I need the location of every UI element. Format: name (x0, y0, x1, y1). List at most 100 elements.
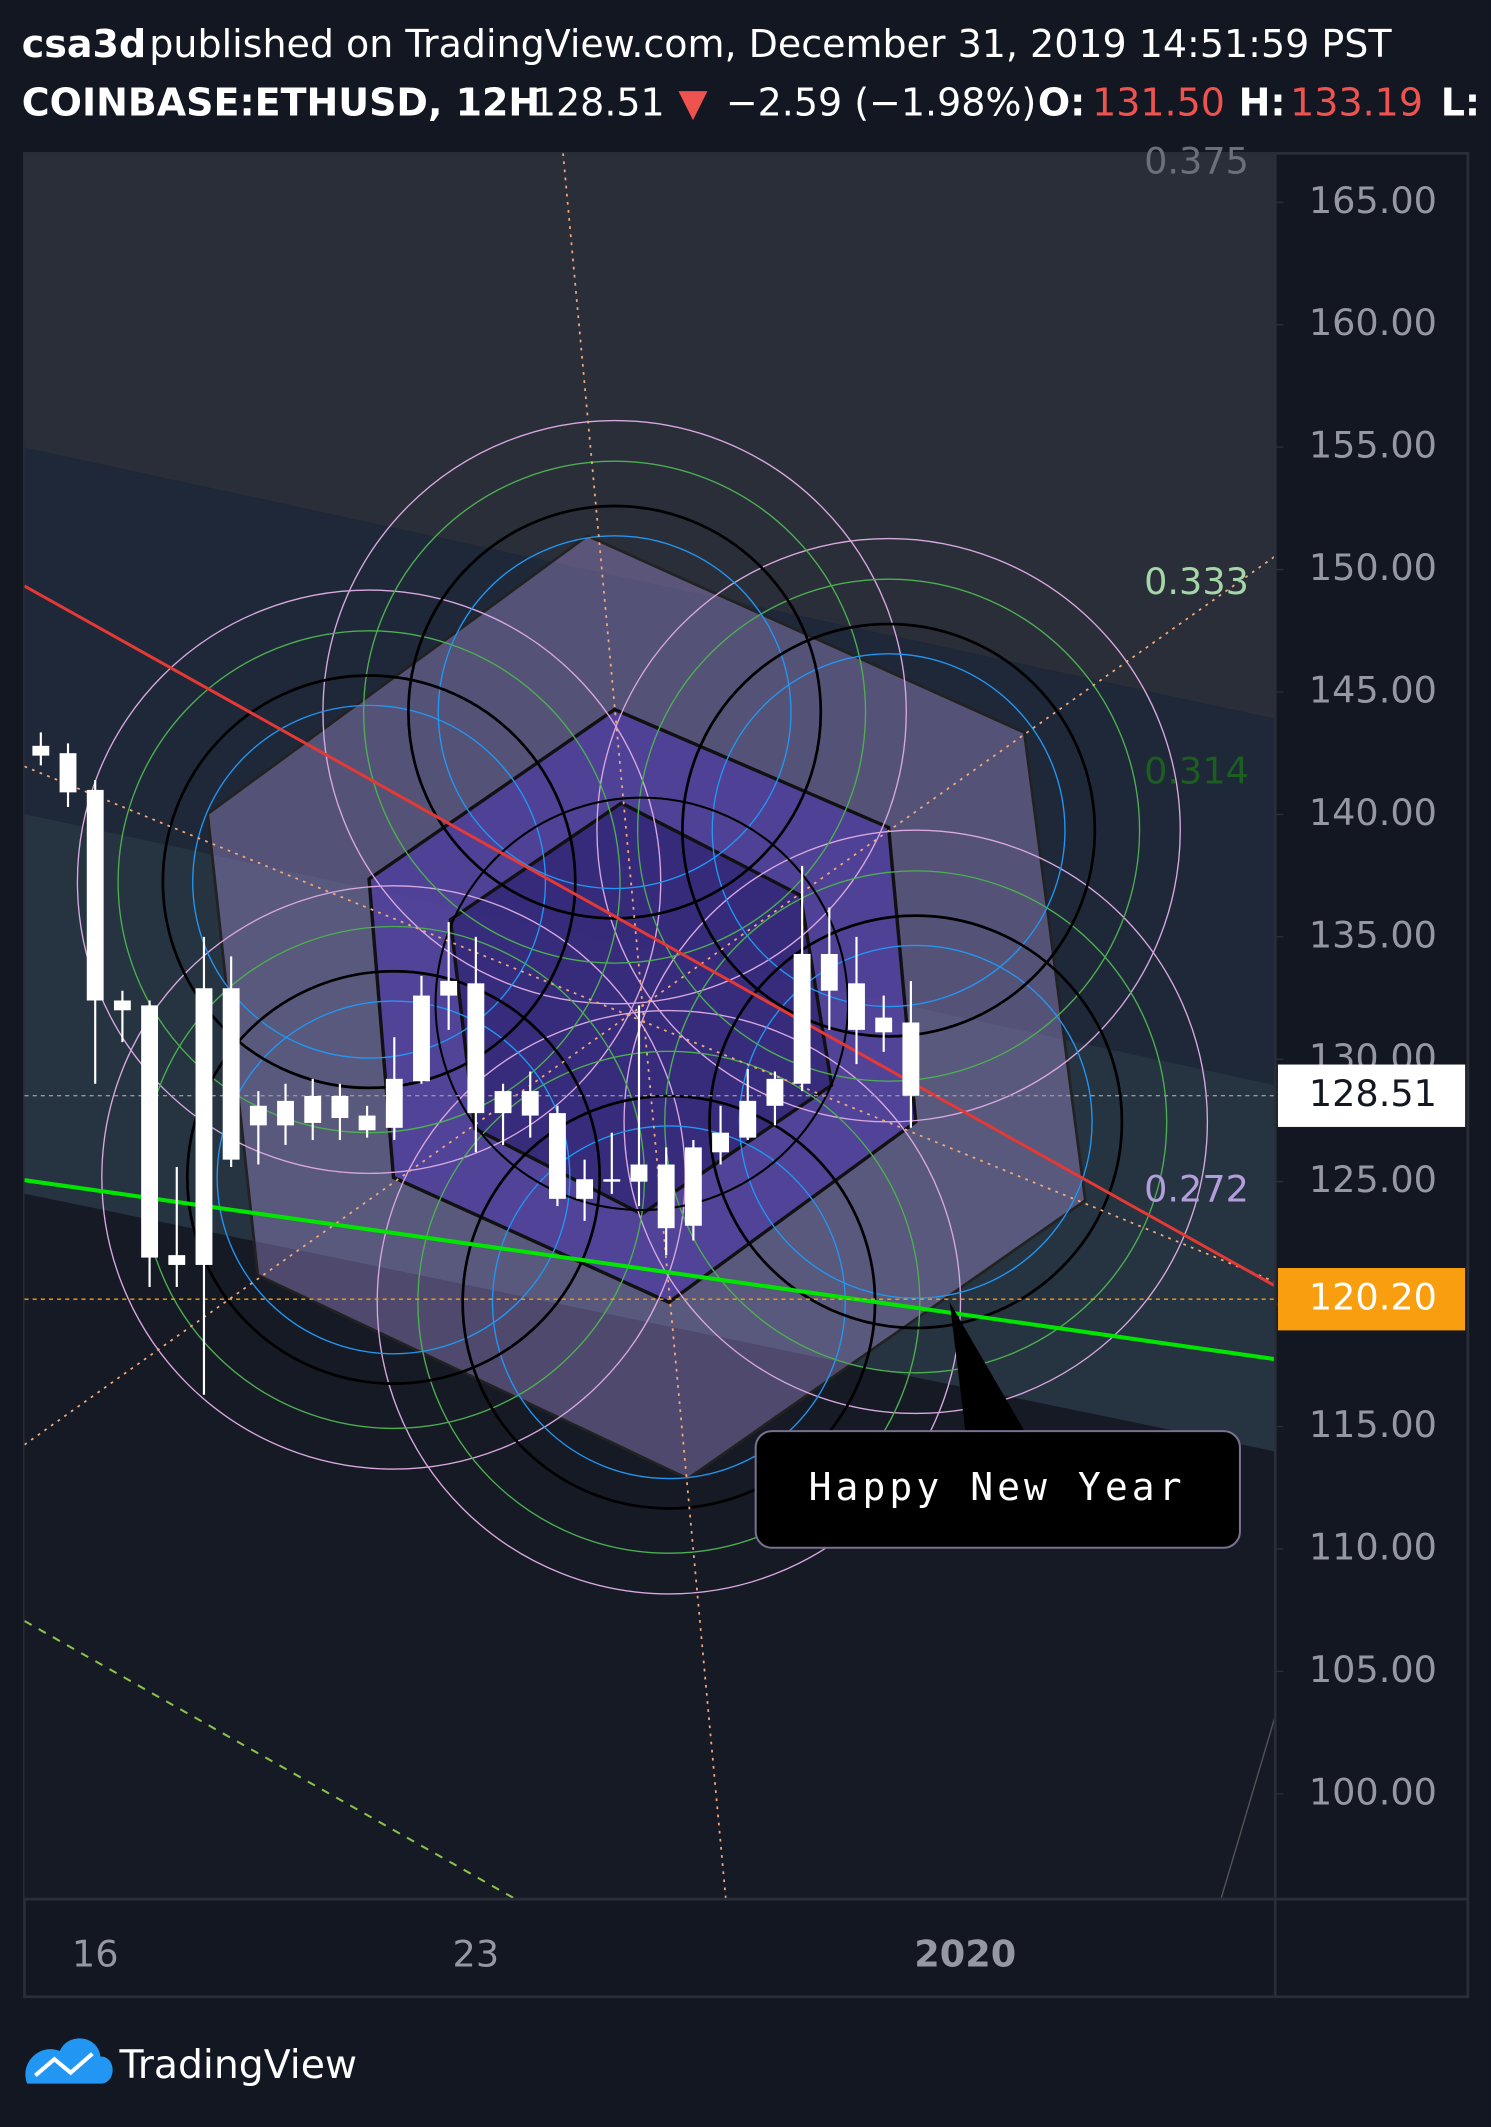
logo (25, 2038, 113, 2084)
candle-body (902, 1022, 920, 1096)
circle (362, 460, 867, 964)
y-tick-label: 100.00 (1309, 1770, 1437, 1813)
price-label: 120.20 (1309, 1276, 1437, 1319)
change-arrow: ▼ (678, 80, 708, 124)
fib-label: 0.272 (1144, 1168, 1249, 1211)
circle (596, 537, 1181, 1123)
publisher: csa3d (22, 22, 146, 66)
candle-body (222, 988, 240, 1160)
circle (708, 914, 1124, 1330)
candle-body (59, 753, 77, 793)
callout-box (754, 1430, 1241, 1549)
circle (417, 1050, 921, 1554)
red-trend (24, 584, 1276, 1288)
x-tick-label: 16 (72, 1933, 119, 1976)
candle-body (32, 745, 50, 756)
fib-label: 0.375 (1144, 139, 1249, 182)
y-tick-label: 160.00 (1309, 301, 1437, 344)
y-tick-label: 135.00 (1309, 913, 1437, 956)
logo-cloud (25, 2038, 113, 2084)
candle-body (494, 1091, 512, 1114)
y-tick-label: 150.00 (1309, 546, 1437, 589)
open-value: 131.50 (1092, 80, 1225, 124)
circle (376, 1009, 962, 1595)
candle-body (684, 1147, 702, 1226)
candle-body (467, 983, 485, 1114)
y-tick-label: 140.00 (1309, 791, 1437, 834)
drawings (24, 153, 1276, 1900)
high-value: 133.19 (1290, 80, 1423, 124)
candle-body (848, 983, 865, 1030)
circle (117, 630, 621, 1134)
circle (491, 1125, 846, 1480)
candle-body (168, 1255, 186, 1265)
candle-body (249, 1105, 267, 1126)
circle (664, 870, 1168, 1374)
plot-marks (24, 732, 1276, 1395)
x-tick-label: 2020 (914, 1933, 1016, 1976)
dotted-line (24, 765, 1276, 1283)
candle-body (141, 1005, 159, 1258)
candle-body (440, 980, 458, 996)
y-tick-label: 125.00 (1309, 1158, 1437, 1201)
candle-body (331, 1095, 349, 1119)
y-tick-label: 145.00 (1309, 668, 1437, 711)
price-label-box (1277, 1268, 1466, 1331)
candle-body (195, 988, 213, 1265)
logo-line (34, 2052, 94, 2077)
circle (434, 796, 849, 1212)
green-trend (24, 1178, 1276, 1362)
candle-body (277, 1100, 294, 1126)
candle-body (820, 953, 838, 991)
open-label: O: (1038, 80, 1085, 124)
band-top (24, 153, 1276, 719)
candle-body (630, 1164, 648, 1182)
dotted-line (24, 555, 1276, 1446)
fib-label: 0.333 (1144, 560, 1249, 603)
circle (192, 704, 547, 1059)
brand: TradingView (118, 2042, 357, 2088)
candle-body (712, 1132, 729, 1153)
axis-marks: 100.00105.00110.00115.00120.00125.00130.… (72, 179, 1466, 1976)
circle (407, 504, 823, 920)
circle (636, 578, 1141, 1082)
published-text: published on TradingView.com, December 3… (149, 22, 1392, 66)
candle-body (548, 1113, 566, 1199)
circle (437, 535, 792, 890)
circle (161, 674, 577, 1090)
candle-body (304, 1095, 322, 1123)
callout-text: Happy New Year (809, 1465, 1186, 1509)
y-tick-label: 105.00 (1309, 1648, 1437, 1691)
y-tick-label: 110.00 (1309, 1525, 1437, 1568)
candle-body (385, 1078, 403, 1128)
candle-body (521, 1091, 539, 1116)
change: −2.59 (−1.98%) (726, 80, 1036, 124)
symbol: COINBASE:ETHUSD, 12H (22, 80, 540, 124)
candle-body (113, 1000, 131, 1011)
circle (216, 1000, 571, 1355)
y-tick-label: 165.00 (1309, 179, 1437, 222)
y-tick-label: 155.00 (1309, 424, 1437, 467)
circle (185, 969, 602, 1385)
candle-body (413, 995, 430, 1082)
candle-body (766, 1078, 784, 1106)
price-label-box (1277, 1064, 1466, 1127)
dashed-trend (24, 1620, 517, 1900)
fib-label: 0.314 (1144, 750, 1249, 793)
candle-body (739, 1100, 757, 1138)
faint-line (1220, 1715, 1276, 1900)
candle-body (657, 1164, 675, 1229)
high-label: H: (1239, 80, 1286, 124)
circle (623, 829, 1209, 1415)
candle-body (875, 1017, 893, 1033)
candle-body (603, 1179, 621, 1182)
circle (711, 653, 1066, 1008)
low-label: L: (1441, 80, 1480, 124)
circle (681, 622, 1097, 1038)
x-tick-label: 23 (453, 1933, 500, 1976)
candle-body (793, 953, 811, 1084)
last-price: 128.51 (532, 80, 665, 124)
candle-body (576, 1179, 594, 1199)
